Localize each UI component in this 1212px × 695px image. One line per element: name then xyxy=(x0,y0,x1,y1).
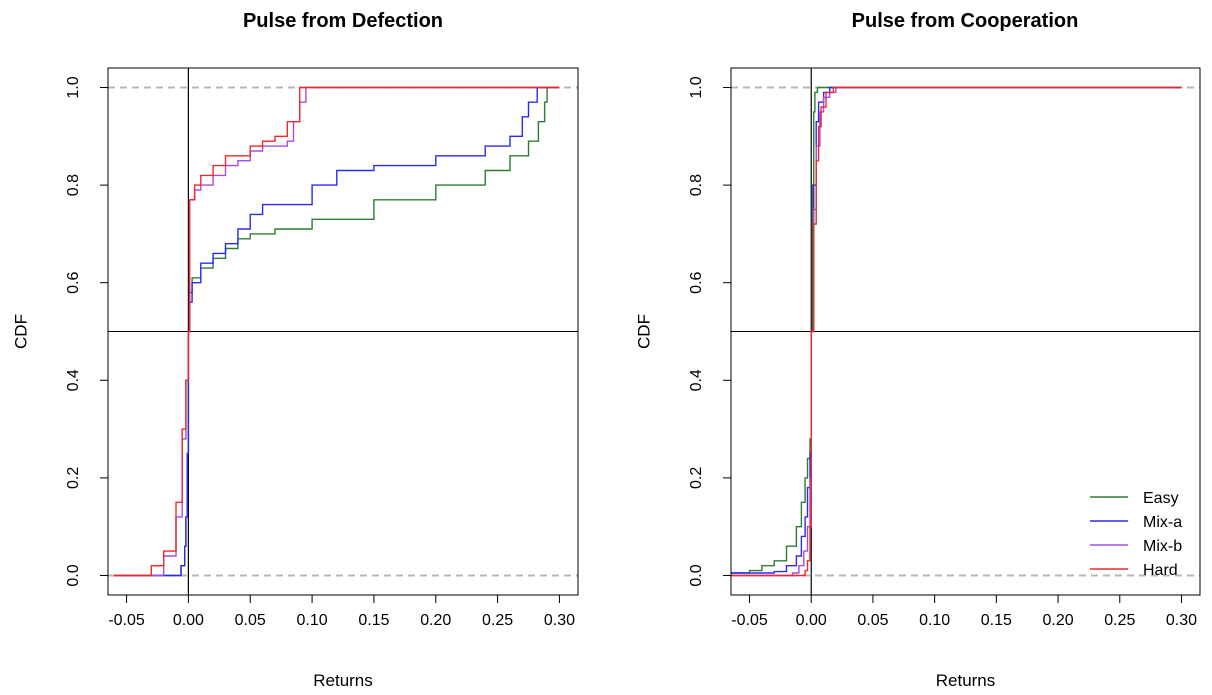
x-tick-label: 0.25 xyxy=(1104,612,1135,629)
y-tick-label: 0.2 xyxy=(688,467,705,489)
x-tick-label: 0.10 xyxy=(919,612,950,629)
y-tick-label: 0.4 xyxy=(688,369,705,391)
y-tick-label: 0.8 xyxy=(65,174,82,196)
x-tick-label: 0.25 xyxy=(482,612,513,629)
series-line-mix-a xyxy=(114,86,560,577)
x-tick-label: 0.05 xyxy=(857,612,888,629)
series-line-hard xyxy=(731,86,1182,577)
y-tick-label: 1.0 xyxy=(65,76,82,98)
legend-label-mix-a: Mix-a xyxy=(1143,514,1182,531)
series-line-mix-a xyxy=(731,86,1182,574)
x-tick-label: -0.05 xyxy=(108,612,145,629)
y-tick-label: 0.8 xyxy=(688,174,705,196)
legend-label-easy: Easy xyxy=(1143,490,1179,507)
plot-frame xyxy=(107,67,579,596)
x-tick-label: 0.30 xyxy=(544,612,575,629)
x-tick-label: 0.05 xyxy=(235,612,266,629)
x-axis-label: Returns xyxy=(313,671,373,690)
y-tick-label: 0.4 xyxy=(65,369,82,391)
y-tick-label: 0.6 xyxy=(688,271,705,293)
chart-title: Pulse from Cooperation xyxy=(852,10,1079,32)
defection-panel: Pulse from Defection -0.05 0.00 0.05 0.10 0.1… xyxy=(11,10,579,690)
x-tick-label: 0.30 xyxy=(1166,612,1197,629)
x-tick-label: 0.20 xyxy=(420,612,451,629)
x-tick-label: 0.00 xyxy=(796,612,827,629)
y-tick-label: 0.2 xyxy=(65,467,82,489)
y-tick-label: 1.0 xyxy=(688,76,705,98)
cooperation-panel: Pulse from Cooperation -0.05 0.00 0.05 0.10 0… xyxy=(634,10,1201,690)
x-tick-label: 0.15 xyxy=(981,612,1012,629)
y-tick-label: 0.6 xyxy=(65,271,82,293)
legend: Easy Mix-a Mix-b Hard xyxy=(1090,490,1182,579)
y-tick-label: 0.0 xyxy=(688,564,705,586)
legend-label-mix-b: Mix-b xyxy=(1143,538,1182,555)
x-tick-label: 0.10 xyxy=(297,612,328,629)
series-line-mix-b xyxy=(114,86,560,577)
x-tick-label: 0.15 xyxy=(358,612,389,629)
y-tick-label: 0.0 xyxy=(65,564,82,586)
legend-label-hard: Hard xyxy=(1143,562,1178,579)
x-tick-label: -0.05 xyxy=(731,612,768,629)
series-line-hard xyxy=(114,86,560,577)
x-tick-label: 0.20 xyxy=(1042,612,1073,629)
y-axis-label: CDF xyxy=(634,314,653,349)
plot-frame xyxy=(730,67,1201,596)
y-axis-label: CDF xyxy=(11,314,30,349)
chart-title: Pulse from Defection xyxy=(243,10,443,32)
series-line-easy xyxy=(731,86,1182,574)
x-tick-label: 0.00 xyxy=(173,612,204,629)
x-axis-label: Returns xyxy=(936,671,996,690)
